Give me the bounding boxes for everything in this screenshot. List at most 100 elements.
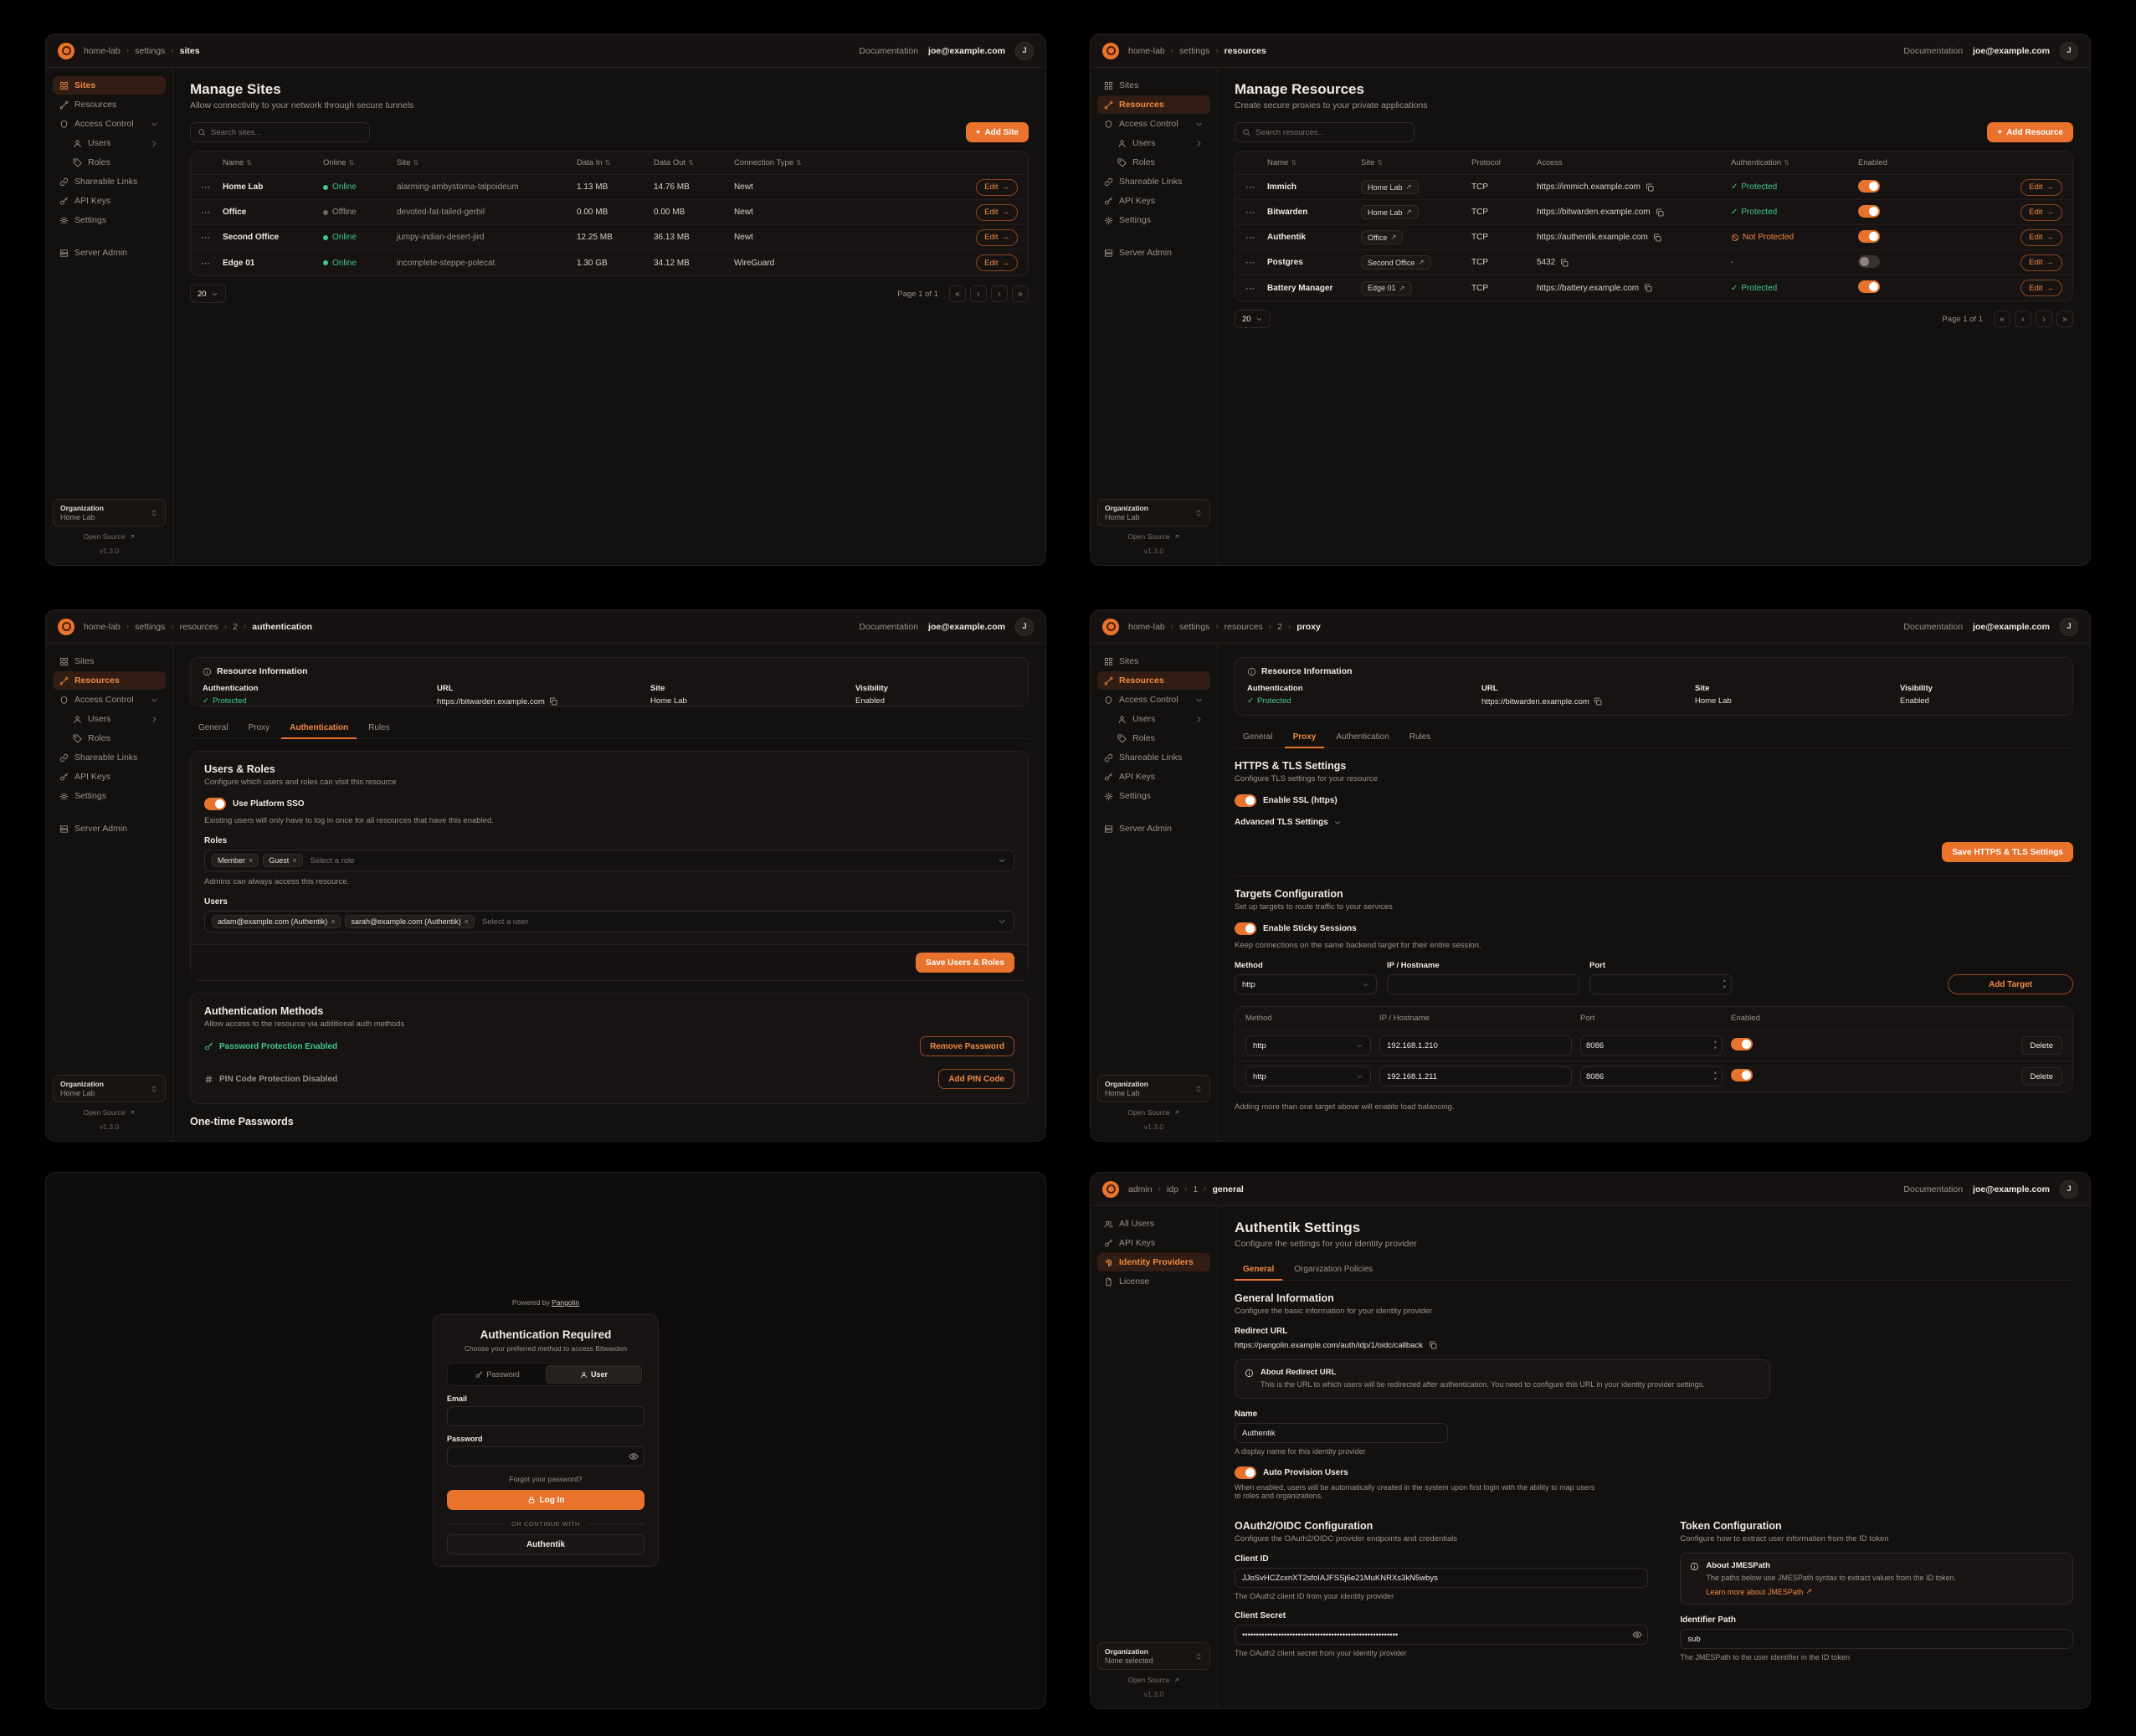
tab-authentication[interactable]: Authentication	[1336, 732, 1389, 742]
first-page-button[interactable]: «	[949, 285, 966, 302]
edit-button[interactable]: Edit →	[976, 203, 1018, 221]
sidebar-item-server-admin[interactable]: Server Admin	[53, 244, 166, 262]
column-header-name[interactable]: Name ⇅	[1267, 158, 1297, 167]
pangolin-logo[interactable]	[58, 618, 74, 635]
user-email[interactable]: joe@example.com	[928, 621, 1005, 632]
ip-hostname-input[interactable]	[1387, 974, 1579, 994]
tab-proxy[interactable]: Proxy	[1284, 727, 1325, 748]
next-page-button[interactable]: ›	[991, 285, 1008, 302]
open-source-link[interactable]: Open Source	[53, 532, 166, 541]
row-menu-button[interactable]: ⋯	[201, 208, 210, 218]
sidebar-item-sites[interactable]: Sites	[53, 652, 166, 670]
column-header-site[interactable]: Site ⇅	[397, 158, 419, 167]
port-input[interactable]	[1595, 979, 1723, 989]
last-page-button[interactable]: »	[2056, 311, 2073, 327]
sidebar-item-api-keys[interactable]: API Keys	[53, 192, 166, 210]
organization-selector[interactable]: Organization Home Lab	[53, 1075, 166, 1102]
copy-icon[interactable]	[1559, 258, 1569, 268]
copy-icon[interactable]	[1652, 233, 1662, 243]
eye-icon[interactable]	[1632, 1630, 1642, 1640]
last-page-button[interactable]: »	[1012, 285, 1029, 302]
sidebar-item-api-keys[interactable]: API Keys	[1097, 768, 1210, 786]
sidebar-item-users[interactable]: Users	[1111, 710, 1210, 728]
documentation-link[interactable]: Documentation	[1903, 45, 1964, 56]
page-size-select[interactable]: 20	[1235, 310, 1271, 328]
remove-password-button[interactable]: Remove Password	[920, 1036, 1014, 1056]
sidebar-item-roles[interactable]: Roles	[1111, 729, 1210, 747]
column-header-connection-type[interactable]: Connection Type ⇅	[734, 158, 802, 167]
edit-button[interactable]: Edit →	[2020, 178, 2062, 196]
open-source-link[interactable]: Open Source	[53, 1108, 166, 1117]
sidebar-item-users[interactable]: Users	[66, 134, 166, 152]
enabled-toggle[interactable]	[1858, 229, 1880, 243]
row-menu-button[interactable]: ⋯	[201, 258, 210, 269]
sidebar-item-roles[interactable]: Roles	[66, 153, 166, 172]
user-email[interactable]: joe@example.com	[1973, 621, 2050, 632]
platform-sso-toggle[interactable]	[204, 798, 226, 810]
copy-icon[interactable]	[1645, 182, 1655, 193]
open-source-link[interactable]: Open Source	[1097, 1676, 1210, 1684]
pangolin-logo[interactable]	[1102, 42, 1119, 59]
delete-target-button[interactable]: Delete	[2020, 1067, 2062, 1086]
sidebar-item-resources[interactable]: Resources	[53, 671, 166, 690]
breadcrumb-item[interactable]: settings	[135, 621, 166, 632]
remove-chip-icon[interactable]: ×	[331, 917, 336, 926]
tab-password[interactable]: Password	[449, 1365, 546, 1384]
column-header-data-out[interactable]: Data Out ⇅	[654, 158, 694, 167]
eye-icon[interactable]	[629, 1451, 639, 1461]
port-input[interactable]	[1586, 1071, 1714, 1081]
breadcrumb-item[interactable]: home-lab	[1128, 45, 1165, 56]
add-target-button[interactable]: Add Target	[1948, 974, 2073, 994]
row-menu-button[interactable]: ⋯	[1245, 182, 1255, 193]
tab-rules[interactable]: Rules	[1409, 732, 1431, 742]
breadcrumb-item[interactable]: settings	[1179, 621, 1210, 632]
users-select[interactable]: adam@example.com (Authentik) × sarah@exam…	[204, 911, 1014, 932]
documentation-link[interactable]: Documentation	[1903, 621, 1964, 632]
page-size-select[interactable]: 20	[190, 285, 226, 303]
sidebar-item-roles[interactable]: Roles	[1111, 153, 1210, 172]
sidebar-item-api-keys[interactable]: API Keys	[53, 768, 166, 786]
sidebar-item-users[interactable]: Users	[1111, 134, 1210, 152]
tab-proxy[interactable]: Proxy	[248, 723, 270, 732]
avatar[interactable]: J	[1015, 41, 1034, 60]
tab-general[interactable]: General	[1243, 732, 1273, 742]
organization-selector[interactable]: Organization Home Lab	[1097, 499, 1210, 526]
tab-general[interactable]: General	[198, 723, 228, 732]
sidebar-item-sites[interactable]: Sites	[1097, 652, 1210, 670]
prev-page-button[interactable]: ‹	[970, 285, 987, 302]
row-menu-button[interactable]: ⋯	[1245, 258, 1255, 268]
sidebar-item-access-control[interactable]: Access Control	[1097, 691, 1210, 709]
method-select[interactable]: http	[1245, 1035, 1371, 1055]
enabled-toggle[interactable]	[1858, 254, 1880, 268]
sidebar-item-shareable-links[interactable]: Shareable Links	[53, 172, 166, 191]
sidebar-item-server-admin[interactable]: Server Admin	[53, 819, 166, 838]
user-email[interactable]: joe@example.com	[928, 45, 1005, 56]
client-secret-field[interactable]	[1235, 1625, 1649, 1646]
sidebar-item-shareable-links[interactable]: Shareable Links	[1097, 172, 1210, 191]
sidebar-item-api-keys[interactable]: API Keys	[1097, 192, 1210, 210]
row-menu-button[interactable]: ⋯	[201, 233, 210, 243]
sidebar-item-all-users[interactable]: All Users	[1097, 1215, 1210, 1233]
name-field[interactable]	[1235, 1423, 1448, 1444]
edit-button[interactable]: Edit →	[2020, 203, 2062, 221]
breadcrumb-item[interactable]: home-lab	[84, 45, 121, 56]
delete-target-button[interactable]: Delete	[2020, 1036, 2062, 1055]
sidebar-item-settings[interactable]: Settings	[53, 787, 166, 805]
tab-authentication[interactable]: Authentication	[281, 718, 357, 739]
sidebar-item-access-control[interactable]: Access Control	[53, 691, 166, 709]
login-button[interactable]: Log In	[447, 1490, 644, 1510]
target-enabled-toggle[interactable]	[1731, 1038, 1753, 1050]
port-input[interactable]	[1586, 1040, 1714, 1050]
enabled-toggle[interactable]	[1858, 179, 1880, 193]
copy-icon[interactable]	[1428, 1340, 1438, 1350]
sidebar-item-roles[interactable]: Roles	[66, 729, 166, 747]
copy-icon[interactable]	[1655, 208, 1665, 218]
edit-button[interactable]: Edit →	[976, 178, 1018, 196]
site-link[interactable]: Second Office ↗	[1361, 255, 1431, 270]
breadcrumb-item[interactable]: resources	[1224, 621, 1263, 632]
auto-provision-toggle[interactable]	[1235, 1466, 1256, 1480]
user-email[interactable]: joe@example.com	[1973, 45, 2050, 56]
jmespath-docs-link[interactable]: Learn more about JMESPath ↗	[1706, 1587, 1812, 1596]
column-header-data-in[interactable]: Data In ⇅	[577, 158, 611, 167]
breadcrumb-item[interactable]: home-lab	[1128, 621, 1165, 632]
